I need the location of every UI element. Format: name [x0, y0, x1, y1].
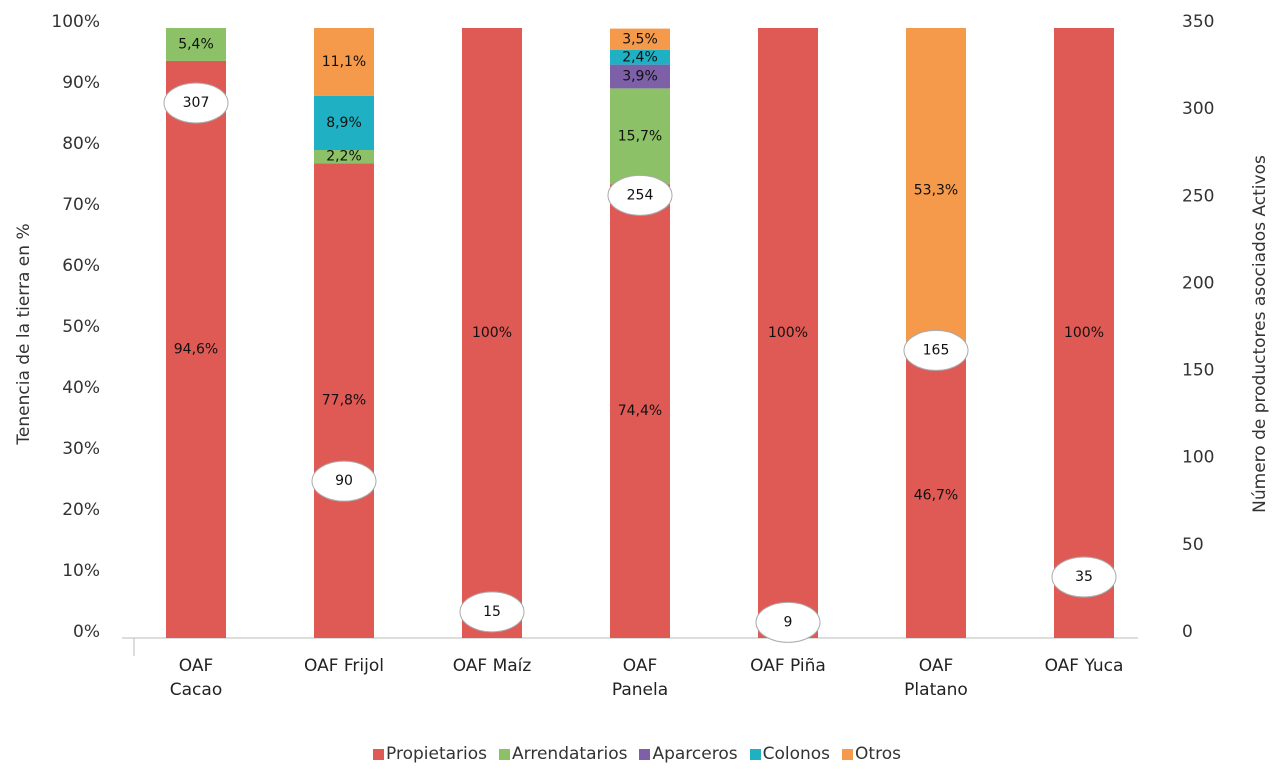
legend-item: Propietarios: [373, 744, 487, 764]
y2-tick-label: 100: [1182, 448, 1214, 468]
legend-item: Otros: [842, 744, 901, 764]
y-axis-title: Tenencia de la tierra en %: [14, 223, 34, 445]
y-tick-label: 30%: [62, 439, 100, 459]
bar-segment: [314, 28, 374, 96]
x-tick-label: OAF Cacao: [169, 656, 223, 700]
bubble-label: 165: [923, 342, 950, 358]
bar-segment: [314, 95, 374, 150]
y2-axis-title: Número de productores asociados Activos: [1250, 155, 1270, 513]
x-tick-label: OAF Platano: [904, 656, 968, 700]
data-label: 8,9%: [326, 115, 362, 131]
y2-tick-label: 250: [1182, 186, 1214, 206]
bar-segment: [906, 353, 966, 638]
bar-segment: [462, 28, 522, 638]
bar-segment: [610, 184, 670, 638]
bar-segment: [166, 28, 226, 61]
legend-item: Arrendatarios: [499, 744, 627, 764]
y-tick-label: 10%: [62, 561, 100, 581]
bar-segment: [314, 163, 374, 639]
data-label: 15,7%: [618, 128, 662, 144]
x-tick-label: OAF Panela: [611, 656, 669, 700]
x-tick-label: OAF Frijol: [304, 656, 384, 676]
data-label: 2,4%: [622, 49, 658, 65]
y2-tick-label: 350: [1182, 12, 1214, 32]
legend-swatch: [842, 748, 854, 760]
y2-tick-label: 150: [1182, 361, 1214, 381]
legend: Propietarios Arrendatarios Aparceros Colono…: [0, 744, 1274, 764]
data-label: 77,8%: [322, 393, 366, 409]
x-tick-label: OAF Maíz: [452, 656, 532, 676]
y-tick-label: 80%: [62, 134, 100, 154]
bar-segment: [314, 150, 374, 164]
y2-tick-label: 50: [1182, 535, 1204, 555]
x-tick-label: OAF Yuca: [1044, 656, 1124, 676]
bar-segment: [166, 60, 226, 638]
data-label: 53,3%: [914, 183, 958, 199]
legend-label: Arrendatarios: [512, 744, 628, 764]
data-label: 74,4%: [618, 403, 662, 419]
y-tick-label: 40%: [62, 378, 100, 398]
bubble-label: 9: [784, 614, 793, 630]
y2-tick-label: 0: [1182, 622, 1193, 642]
y-tick-label: 20%: [62, 500, 100, 520]
legend-label: Otros: [855, 744, 901, 764]
bubble: [903, 329, 969, 371]
legend-label: Aparceros: [652, 744, 738, 764]
data-label: 11,1%: [322, 54, 366, 70]
bar-segment: [906, 28, 966, 354]
bubble-label: 254: [627, 187, 654, 203]
data-label: 100%: [768, 325, 808, 341]
data-label: 3,5%: [622, 31, 658, 47]
legend-label: Colonos: [762, 744, 831, 764]
bubble: [459, 591, 525, 633]
legend-swatch: [499, 748, 511, 760]
bar-segment: [610, 88, 670, 185]
data-label: 3,9%: [622, 68, 658, 84]
y-tick-label: 60%: [62, 256, 100, 276]
bubble-label: 90: [335, 473, 353, 489]
x-tick-label: OAF Piña: [750, 656, 826, 676]
y-tick-label: 50%: [62, 317, 100, 337]
bubble: [163, 82, 229, 124]
bar-segment: [610, 64, 670, 89]
y-tick-label: 90%: [62, 73, 100, 93]
y-tick-label: 100%: [51, 12, 100, 32]
data-label: 94,6%: [174, 341, 218, 357]
y-tick-label: 70%: [62, 195, 100, 215]
legend-swatch: [749, 748, 761, 760]
bubble: [311, 460, 377, 502]
legend-swatch: [639, 748, 651, 760]
data-label: 2,2%: [326, 149, 362, 165]
legend-swatch: [373, 748, 385, 760]
legend-item: Aparceros: [639, 744, 738, 764]
bubble: [755, 601, 821, 643]
legend-label: Propietarios: [386, 744, 488, 764]
data-label: 100%: [1064, 325, 1104, 341]
bubble-label: 307: [183, 95, 210, 111]
bar-segment: [758, 28, 818, 638]
data-label: 46,7%: [914, 488, 958, 504]
bar-segment: [610, 28, 670, 50]
data-label: 100%: [472, 325, 512, 341]
bar-segment: [1054, 28, 1114, 638]
y2-tick-label: 200: [1182, 273, 1214, 293]
legend-item: Colonos: [749, 744, 831, 764]
y2-tick-label: 300: [1182, 99, 1214, 119]
bubble: [607, 174, 673, 216]
bar-segment: [610, 49, 670, 65]
y-tick-label: 0%: [73, 622, 100, 642]
bubble-label: 35: [1075, 569, 1093, 585]
bubble: [1051, 556, 1117, 598]
bubble-label: 15: [483, 604, 501, 620]
data-label: 5,4%: [178, 36, 214, 52]
